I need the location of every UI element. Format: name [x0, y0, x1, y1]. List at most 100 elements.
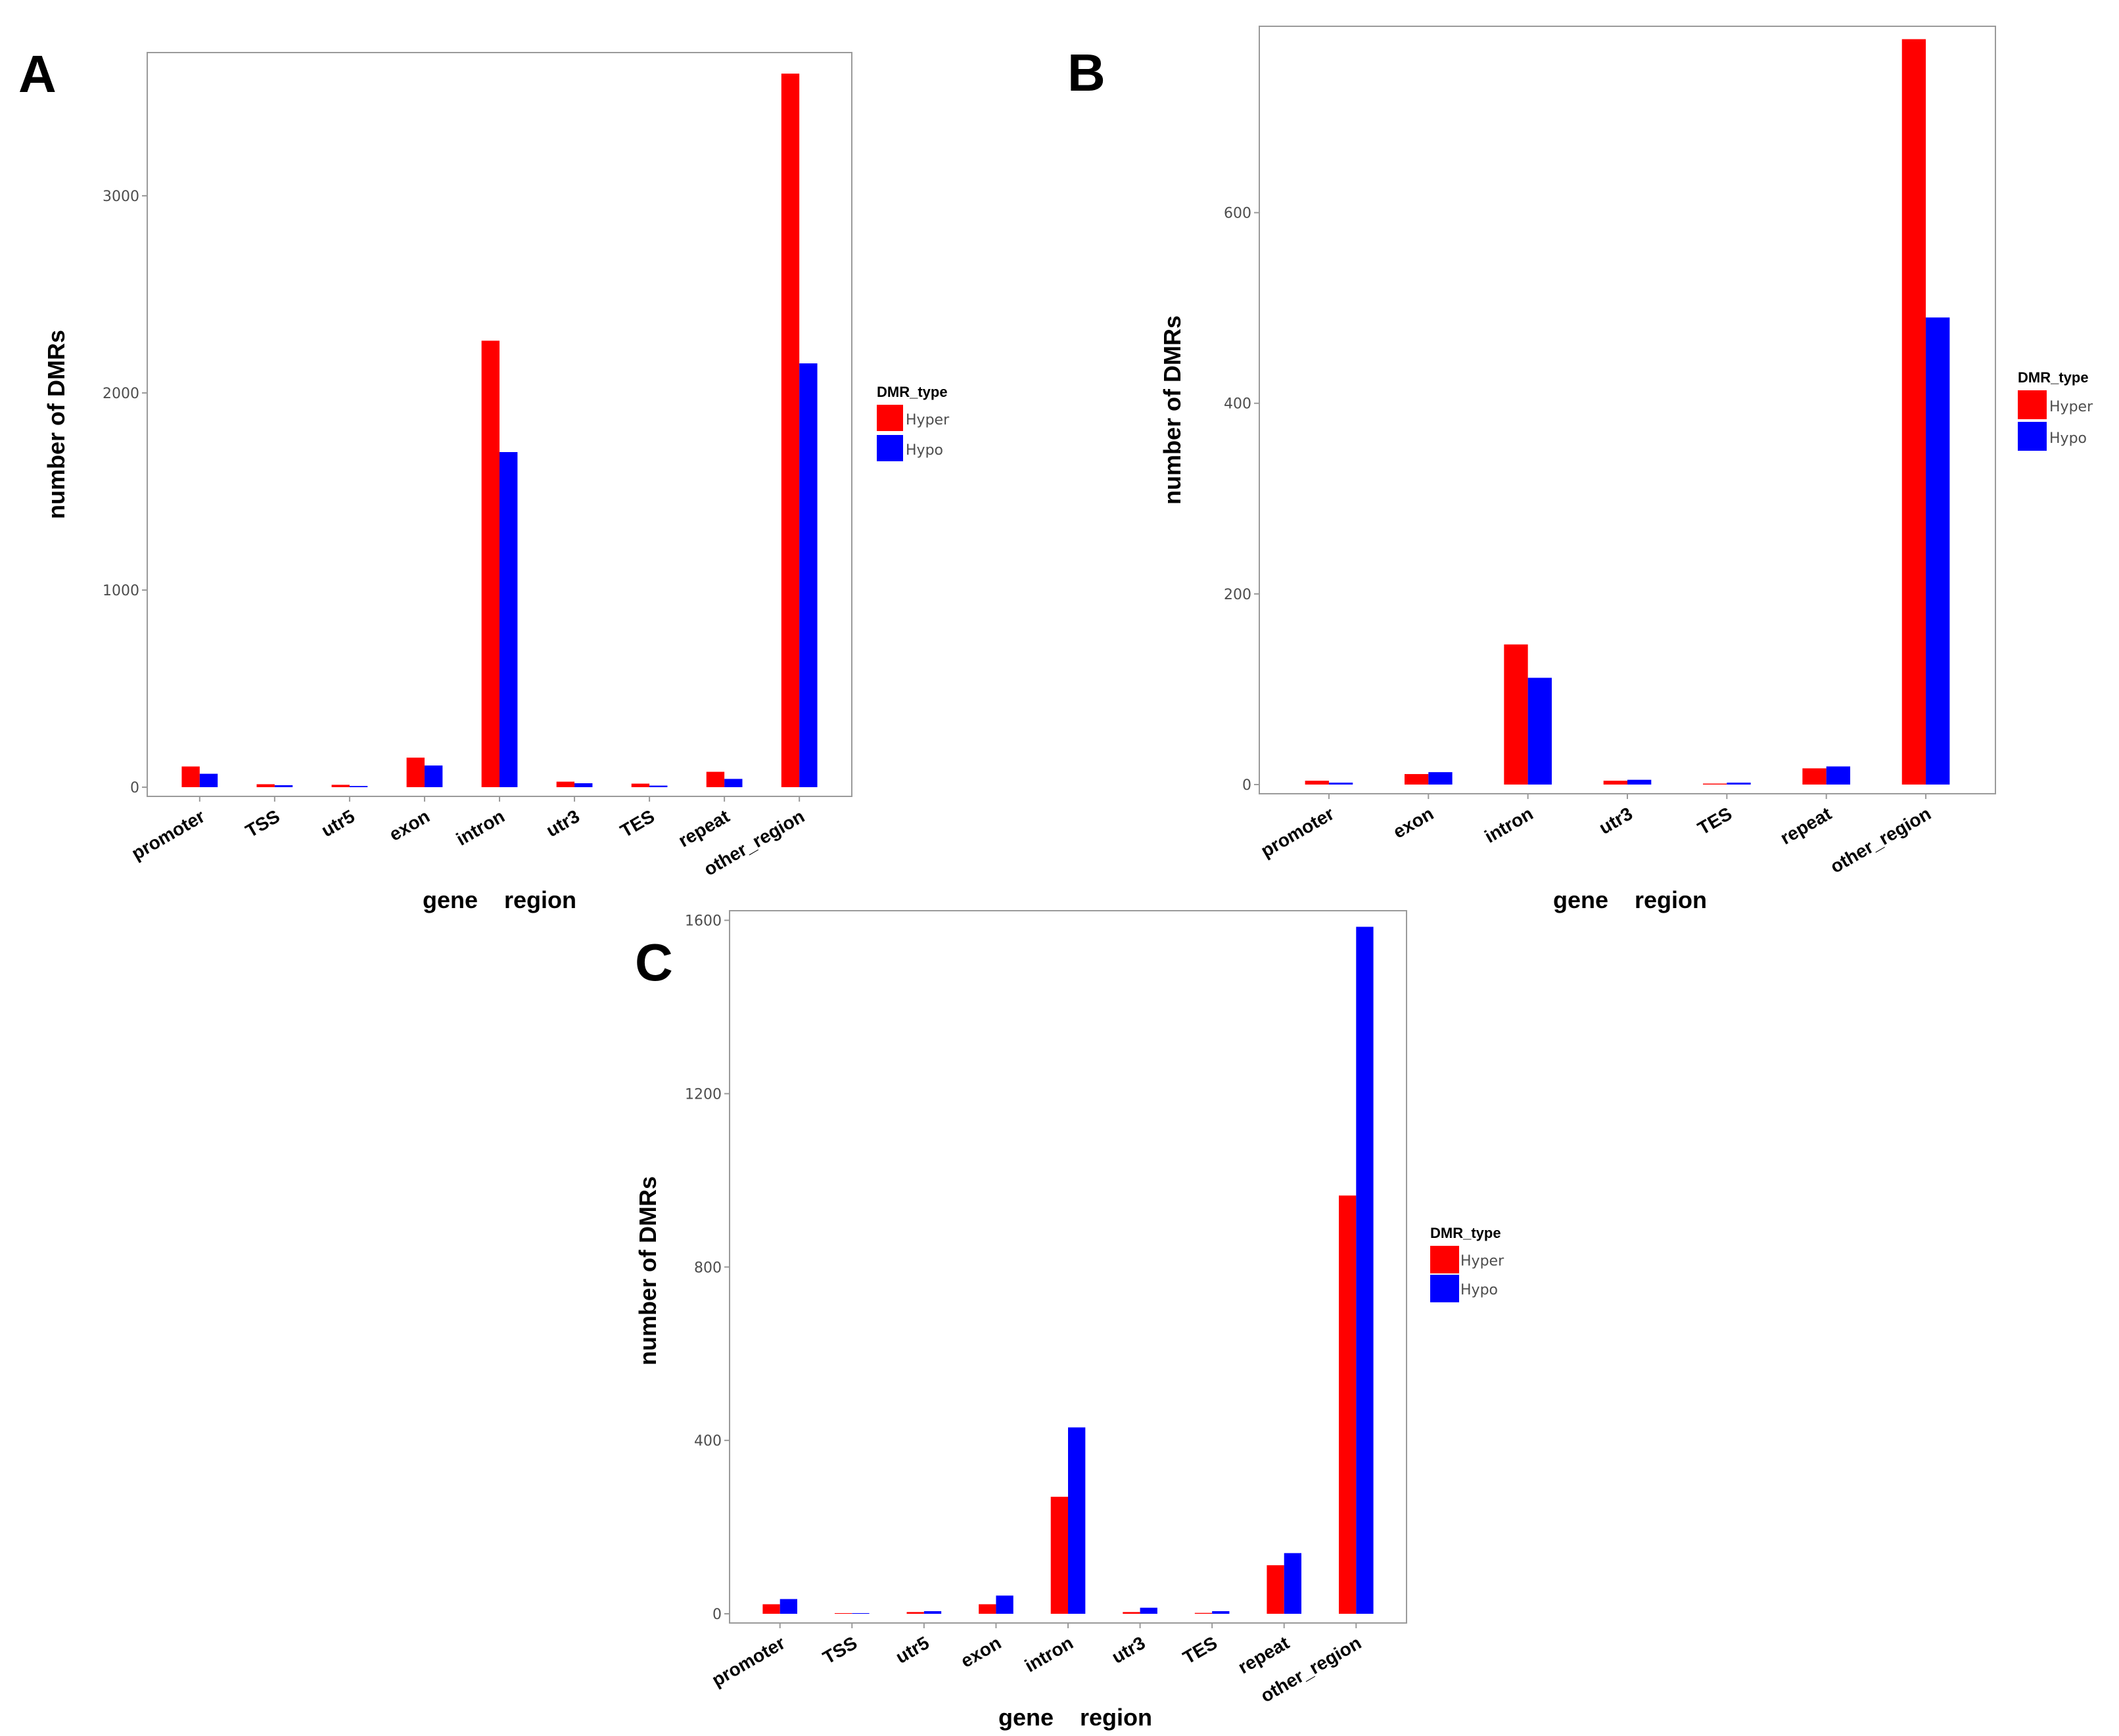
legend-swatch-hyper-a	[877, 405, 903, 431]
bar-hyper-promoter-a	[181, 766, 200, 787]
x-tick-label-a: repeat	[675, 806, 733, 851]
bar-hypo-exon-a	[424, 765, 443, 787]
legend-label-hyper-a: Hyper	[906, 412, 950, 428]
bars-b	[1305, 39, 1950, 785]
x-tick-label-c: exon	[957, 1632, 1004, 1672]
legend-title-c: DMR_type	[1430, 1225, 1501, 1241]
bar-hypo-promoter-c	[780, 1599, 797, 1614]
x-axis-c: promoter TSS utr5 exon intron utr3 TES repeatot…	[709, 1623, 1364, 1706]
bar-hyper-exon-c	[979, 1604, 996, 1614]
legend-a: DMR_type Hyper Hypo	[877, 384, 950, 461]
bar-hyper-utr3-b	[1603, 781, 1627, 785]
chart-panel-b: B 0 200 400 600 promoter exon intron utr3 TES re…	[1067, 26, 2093, 913]
x-tick-label-c: TES	[1179, 1632, 1221, 1668]
y-tick-label-b: 200	[1224, 587, 1251, 603]
bar-hypo-TSS-c	[852, 1613, 870, 1614]
legend-c: DMR_type Hyper Hypo	[1430, 1225, 1504, 1302]
panel-letter-a: A	[18, 45, 57, 103]
panel-letter-c: C	[635, 933, 673, 992]
x-tick-label-c: intron	[1021, 1632, 1077, 1676]
bar-hypo-exon-b	[1428, 772, 1453, 785]
bar-hyper-intron-c	[1050, 1496, 1068, 1614]
y-tick-label-b: 600	[1224, 206, 1251, 222]
bar-hypo-promoter-b	[1328, 783, 1353, 785]
x-tick-label-b: repeat	[1777, 803, 1834, 848]
bar-hyper-other-region-c	[1339, 1195, 1357, 1614]
x-tick-label-b: promoter	[1257, 803, 1338, 861]
bars-c	[762, 926, 1374, 1614]
legend-label-hypo-c: Hypo	[1460, 1282, 1498, 1298]
bar-hyper-utr3-c	[1123, 1612, 1140, 1614]
y-tick-label-a: 3000	[103, 189, 139, 205]
y-tick-label-a: 0	[130, 780, 139, 796]
x-tick-label-a: utr5	[318, 806, 358, 840]
legend-swatch-hypo-a	[877, 435, 903, 461]
bar-hyper-other-region-a	[781, 74, 800, 787]
legend-swatch-hyper-b	[2018, 390, 2047, 419]
x-tick-label-a: promoter	[128, 806, 208, 863]
x-tick-label-b: TES	[1694, 803, 1736, 838]
x-tick-label-a: utr3	[543, 806, 583, 840]
legend-title-a: DMR_type	[877, 384, 948, 400]
y-axis-a: 0 1000 2000 3000	[103, 189, 147, 796]
y-tick-label-c: 0	[712, 1607, 722, 1623]
bar-hyper-TSS-a	[256, 784, 275, 787]
legend-swatch-hypo-c	[1430, 1275, 1459, 1302]
x-tick-label-b: other_region	[1827, 803, 1934, 877]
legend-label-hypo-a: Hypo	[906, 442, 943, 459]
bar-hyper-utr5-a	[331, 785, 350, 787]
bars-a	[181, 74, 818, 787]
y-tick-label-c: 400	[694, 1433, 722, 1450]
x-axis-title-b: gene region	[1553, 886, 1707, 913]
legend-swatch-hypo-b	[2018, 422, 2047, 451]
bar-hyper-other-region-b	[1901, 39, 1926, 785]
panel-letter-b: B	[1067, 43, 1106, 102]
plot-area-b	[1259, 26, 1996, 794]
y-tick-label-c: 1200	[685, 1086, 722, 1103]
bar-hyper-TES-b	[1703, 783, 1727, 785]
bar-hypo-repeat-c	[1284, 1553, 1302, 1614]
y-axis-b: 0 200 400 600	[1224, 206, 1259, 794]
x-tick-label-a: TSS	[242, 806, 283, 841]
x-axis-title-a: gene region	[423, 886, 576, 913]
bar-hyper-promoter-b	[1305, 781, 1329, 785]
y-tick-label-a: 1000	[103, 583, 139, 599]
x-tick-label-a: exon	[386, 806, 433, 845]
legend-b: DMR_type Hyper Hypo	[2018, 369, 2093, 451]
bar-hypo-other-region-b	[1926, 317, 1950, 785]
bar-hypo-intron-a	[500, 452, 518, 787]
legend-label-hypo-b: Hypo	[2049, 430, 2087, 447]
bar-hyper-repeat-c	[1267, 1565, 1284, 1614]
bar-hypo-TES-c	[1212, 1611, 1230, 1614]
bar-hypo-intron-c	[1068, 1427, 1086, 1614]
bar-hypo-other-region-c	[1356, 926, 1374, 1614]
bar-hypo-TES-a	[649, 785, 668, 787]
chart-panel-c: C 0 400 800 1200 1600 promoter TSS utr5 exon int…	[634, 910, 1504, 1731]
bar-hypo-utr5-a	[349, 786, 368, 787]
y-axis-c: 0 400 800 1200 1600	[685, 913, 730, 1623]
bar-hyper-repeat-a	[706, 771, 725, 787]
x-axis-a: promoter TSS utr5 exon intron utr3 TES repeatot…	[128, 796, 808, 880]
y-axis-title-a: number of DMRs	[43, 330, 70, 519]
bar-hyper-utr5-c	[906, 1612, 924, 1614]
y-tick-label-c: 1600	[685, 913, 722, 930]
bar-hypo-TSS-a	[274, 785, 293, 787]
y-axis-title-c: number of DMRs	[634, 1176, 661, 1365]
bar-hypo-repeat-b	[1826, 766, 1851, 785]
bar-hypo-intron-b	[1527, 677, 1552, 785]
legend-label-hyper-c: Hyper	[1460, 1253, 1504, 1269]
x-tick-label-b: exon	[1389, 803, 1437, 842]
bar-hypo-exon-c	[996, 1595, 1013, 1614]
legend-title-b: DMR_type	[2018, 369, 2089, 386]
bar-hyper-TSS-c	[834, 1613, 852, 1614]
bar-hypo-utr3-a	[574, 783, 593, 787]
bar-hyper-TES-c	[1194, 1612, 1213, 1614]
y-tick-label-b: 0	[1242, 777, 1251, 794]
y-tick-label-b: 400	[1224, 396, 1251, 413]
bar-hyper-utr3-a	[556, 781, 575, 787]
x-tick-label-c: promoter	[709, 1632, 789, 1690]
bar-hyper-promoter-c	[762, 1604, 780, 1614]
bar-hypo-utr5-c	[923, 1611, 942, 1614]
x-tick-label-a: TES	[617, 806, 658, 841]
